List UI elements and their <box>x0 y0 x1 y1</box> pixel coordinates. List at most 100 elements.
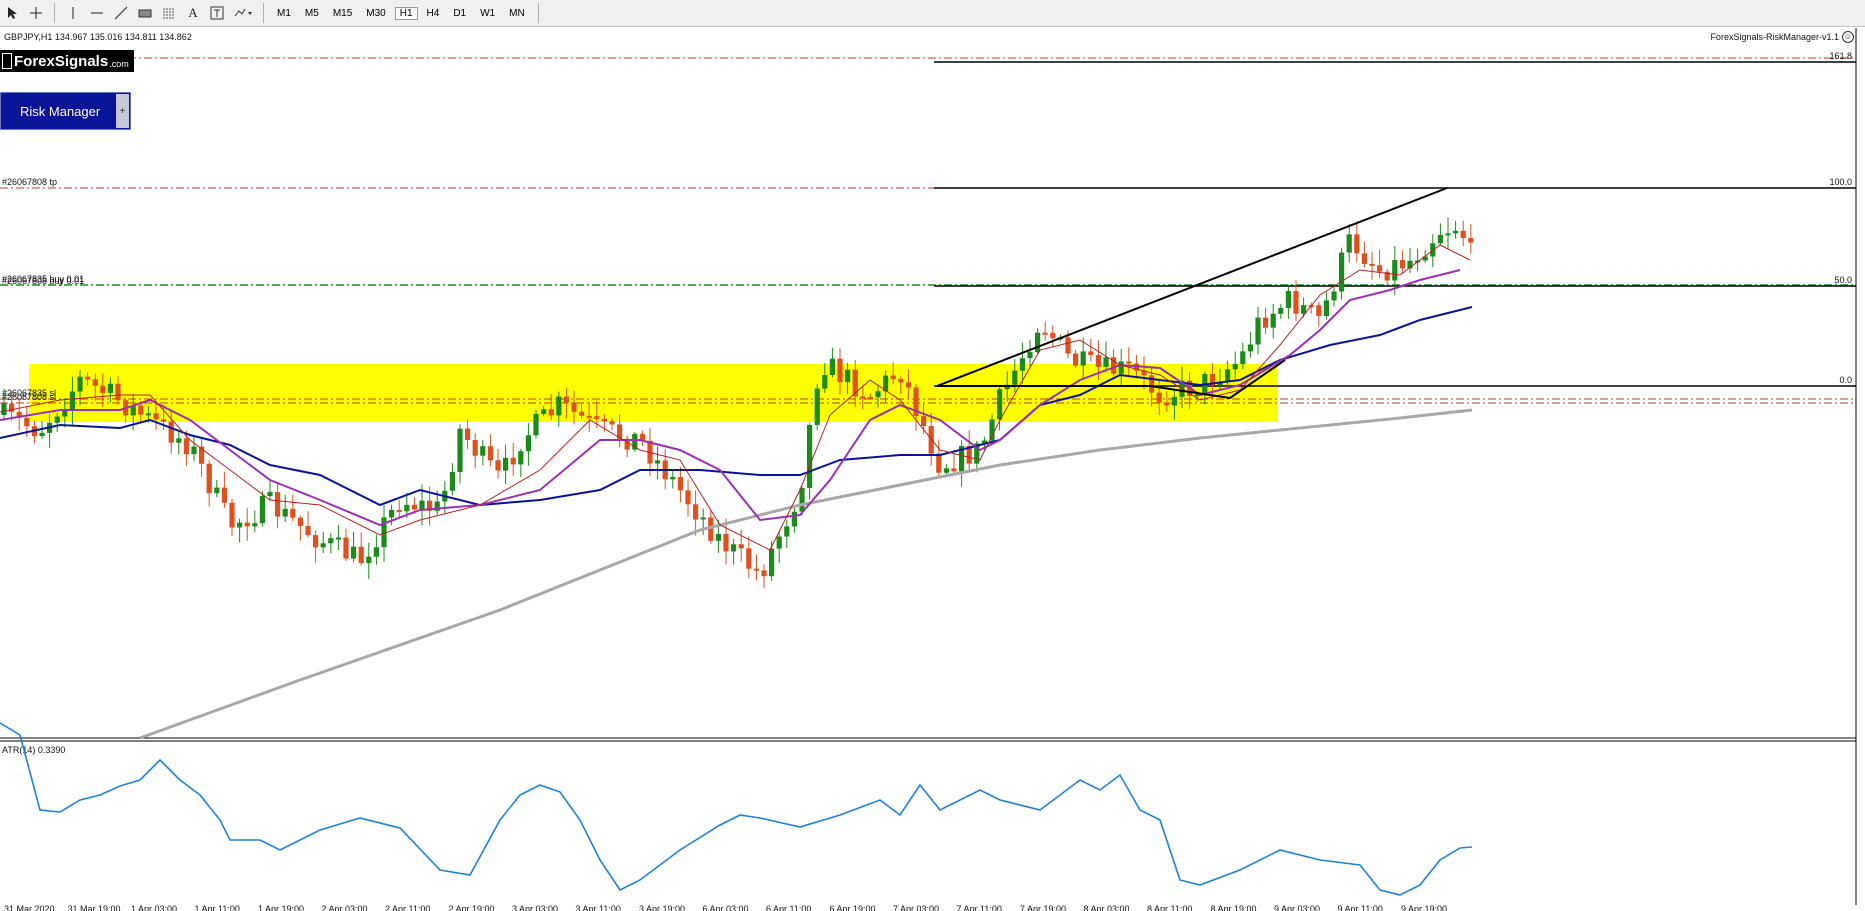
x-axis-label: 6 Apr 11:00 <box>766 904 811 911</box>
buy-level-label: #26067835 buy 0.01 <box>2 274 84 284</box>
buy-level-label-2: #26067808 buy 0.01 <box>2 276 84 286</box>
tab-m5[interactable]: M5 <box>304 7 319 19</box>
tab-m1[interactable]: M1 <box>277 7 291 19</box>
candle-body <box>883 375 889 392</box>
candle-body <box>715 533 721 541</box>
candle-body <box>1225 369 1231 383</box>
candle-body <box>130 405 136 416</box>
candle-body <box>1354 234 1360 254</box>
chart-area[interactable]: #26067808 tp #26067835 buy 0.01 #26067808 … <box>0 28 1865 911</box>
candle-body <box>373 547 379 557</box>
candle-body <box>1065 337 1071 354</box>
x-axis-label: 1 Apr 19:00 <box>258 904 304 911</box>
arrows-icon[interactable] <box>230 2 256 24</box>
tab-d1[interactable]: D1 <box>453 7 467 19</box>
candle-body <box>54 416 60 423</box>
tab-m30[interactable]: M30 <box>366 7 386 19</box>
candle-body <box>1209 374 1215 386</box>
candle-body <box>396 509 402 512</box>
candle-body <box>214 487 220 494</box>
candle-body <box>685 490 691 505</box>
candle-body <box>183 438 189 455</box>
x-axis-label: 9 Apr 11:00 <box>1338 904 1383 911</box>
text-tool-icon[interactable]: A <box>188 5 198 20</box>
tab-h1[interactable]: H1 <box>394 6 418 20</box>
candle-body <box>1171 396 1177 406</box>
price-chart[interactable]: #26067808 tp#26067835 buy 0.01#26067808 … <box>0 28 1865 911</box>
candle-body <box>594 416 600 419</box>
candle-body <box>943 468 949 473</box>
x-axis-label: 8 Apr 11:00 <box>1147 904 1192 911</box>
candle-body <box>472 440 478 456</box>
candle-body <box>351 546 357 559</box>
x-axis-label: 8 Apr 03:00 <box>1084 904 1130 911</box>
text-label-icon[interactable] <box>206 2 228 24</box>
x-axis-label: 3 Apr 19:00 <box>639 904 685 911</box>
atr-line <box>0 722 1473 896</box>
candle-body <box>867 397 873 400</box>
candle-body <box>191 446 197 455</box>
fibonacci-icon[interactable] <box>158 2 180 24</box>
horizontal-line-icon[interactable] <box>86 2 108 24</box>
candle-body <box>297 517 303 527</box>
cursor-icon[interactable] <box>1 2 23 24</box>
candle-body <box>176 438 182 443</box>
x-axis-label: 9 Apr 03:00 <box>1274 904 1320 911</box>
x-axis-label: 6 Apr 19:00 <box>830 904 876 911</box>
candle-body <box>244 522 250 527</box>
logo-text: ForexSignals <box>14 52 109 70</box>
toolbar-separator <box>537 3 539 23</box>
candle-body <box>282 508 288 517</box>
tab-h4[interactable]: H4 <box>426 7 440 19</box>
tab-w1[interactable]: W1 <box>480 7 496 19</box>
candle-body <box>77 376 83 392</box>
candle-body <box>1278 307 1284 314</box>
candle-body <box>921 415 927 427</box>
candle-body <box>1156 392 1162 403</box>
risk-manager-button[interactable]: Risk Manager + <box>0 92 131 130</box>
sl-level-label: #26067835 sl <box>2 388 56 398</box>
vertical-line-icon[interactable] <box>62 2 84 24</box>
candle-body <box>1392 260 1398 281</box>
candle-body <box>837 358 843 383</box>
candle-body <box>1377 265 1383 272</box>
ma-200-line <box>139 408 1473 740</box>
tab-mn[interactable]: MN <box>509 7 525 19</box>
candle-body <box>275 492 281 517</box>
candle-body <box>974 443 980 464</box>
candle-body <box>738 544 744 549</box>
trendline-icon[interactable] <box>110 2 132 24</box>
x-axis-label: 1 Apr 11:00 <box>195 904 240 911</box>
candle-body <box>1270 313 1276 328</box>
candle-body <box>305 526 311 536</box>
candle-body <box>1346 234 1352 253</box>
candle-body <box>237 522 243 528</box>
candle-body <box>1 403 7 415</box>
candle-body <box>518 451 524 465</box>
candle-body <box>495 460 501 471</box>
candle-body <box>776 536 782 549</box>
candle-body <box>457 428 463 472</box>
candle-body <box>16 411 22 418</box>
tab-m15[interactable]: M15 <box>332 7 353 19</box>
crosshair-icon[interactable] <box>25 2 47 24</box>
candle-body <box>1331 291 1337 301</box>
candle-body <box>1050 332 1056 339</box>
candle-body <box>115 383 121 401</box>
candle-body <box>1460 230 1466 238</box>
candle-body <box>799 487 805 512</box>
smiley-icon[interactable]: ☺ <box>1842 31 1854 43</box>
x-axis-label: 2 Apr 19:00 <box>449 904 495 911</box>
candle-body <box>533 413 539 436</box>
candle-body <box>928 426 934 454</box>
candle-body <box>1012 370 1018 385</box>
candle-body <box>1095 355 1101 367</box>
risk-manager-expand-button[interactable]: + <box>116 94 129 128</box>
x-axis-label: 31 Mar 19:00 <box>68 904 121 911</box>
candle-body <box>419 500 425 510</box>
candle-body <box>1399 260 1405 269</box>
candle-body <box>1126 361 1132 364</box>
rectangle-icon[interactable] <box>134 2 156 24</box>
candle-body <box>328 538 334 544</box>
candle-body <box>1384 271 1390 281</box>
